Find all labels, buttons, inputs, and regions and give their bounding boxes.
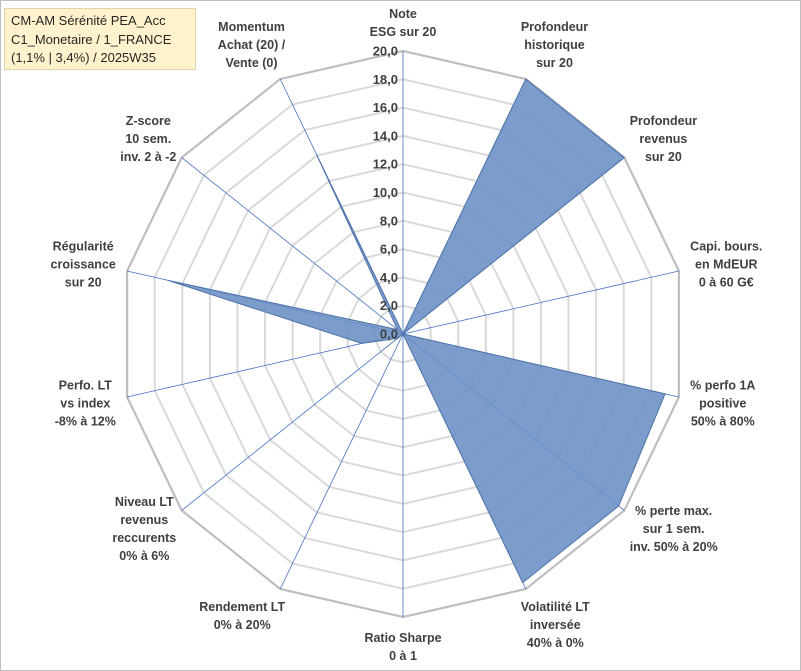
tick-label-4: 8,0 [380,213,398,228]
axis-label-5: % perte max. sur 1 sem. inv. 50% à 20% [630,504,718,554]
axis-label-6-line-0: Volatilité LT [521,600,590,614]
axis-label-4-line-2: 50% à 80% [691,415,755,429]
axis-label-5-line-2: inv. 50% à 20% [630,540,718,554]
radar-series [168,78,666,584]
axis-label-11-line-1: croissance [51,257,116,271]
axis-label-1-line-2: sur 20 [536,56,573,70]
spoke-10 [127,333,404,398]
chart-title-line-1: CM-AM Sérénité PEA_Acc [11,13,166,28]
axis-label-2-line-1: revenus [639,132,687,146]
series-area [168,78,666,584]
axis-label-1-line-1: historique [524,38,584,52]
tick-label-9: 18,0 [373,72,398,87]
spoke-9 [181,333,404,511]
axis-label-10: Perfo. LT vs index -8% à 12% [55,379,116,429]
axis-label-2-line-2: sur 20 [645,150,682,164]
axis-label-13-line-1: Achat (20) / [218,38,286,52]
axis-label-13: Momentum Achat (20) / Vente (0) [218,20,286,70]
tick-label-2: 4,0 [380,270,398,285]
chart-title-line-2: C1_Monetaire / 1_FRANCE [11,31,172,47]
axis-label-11-line-2: sur 20 [65,275,102,289]
chart-title-line-3: (1,1% | 3,4%) / 2025W35 [11,50,157,65]
axis-label-1: Profondeur historique sur 20 [521,20,588,70]
axis-label-1-line-0: Profondeur [521,20,588,34]
tick-label-0: 0,0 [380,327,398,342]
axis-label-12-line-0: Z-score [126,114,171,128]
tick-label-5: 10,0 [373,185,398,200]
axis-label-0-line-1: ESG sur 20 [370,25,437,39]
axis-label-7: Ratio Sharpe 0 à 1 [364,631,441,663]
axis-label-13-line-0: Momentum [218,20,285,34]
axis-label-3-line-0: Capi. bours. [690,239,762,253]
radar-axis-labels: Note ESG sur 20 Profondeur historique sur 20… [51,7,763,663]
axis-label-9-line-3: 0% à 6% [119,549,169,563]
axis-label-6-line-2: 40% à 0% [527,636,584,650]
axis-label-0-line-0: Note [389,7,417,21]
axis-label-9-line-2: reccurents [112,531,176,545]
axis-label-2-line-0: Profondeur [630,114,697,128]
axis-label-0: Note ESG sur 20 [370,7,437,39]
axis-label-13-line-2: Vente (0) [225,56,277,70]
axis-label-8-line-1: 0% à 20% [214,618,271,632]
tick-label-7: 14,0 [373,128,398,143]
axis-label-7-line-0: Ratio Sharpe [364,631,441,645]
tick-label-6: 12,0 [373,157,398,172]
axis-label-6: Volatilité LT inversée 40% à 0% [521,600,590,650]
axis-label-4: % perfo 1A positive 50% à 80% [690,379,755,429]
axis-label-11-line-0: Régularité [53,239,114,253]
axis-label-8: Rendement LT 0% à 20% [199,600,285,632]
axis-label-12-line-1: 10 sem. [125,132,171,146]
axis-label-5-line-1: sur 1 sem. [643,522,705,536]
tick-label-3: 6,0 [380,242,398,257]
axis-label-3: Capi. bours. en MdEUR 0 à 60 G€ [690,239,762,289]
axis-label-10-line-2: -8% à 12% [55,415,116,429]
radar-tick-labels: 0,0 2,0 4,0 6,0 8,0 10,0 12,0 14,0 16,0 18,0 20,0 [373,44,398,342]
axis-label-2: Profondeur revenus sur 20 [630,114,697,164]
tick-label-10: 20,0 [373,44,398,59]
axis-label-4-line-0: % perfo 1A [690,379,755,393]
axis-label-3-line-1: en MdEUR [695,257,758,271]
axis-label-4-line-1: positive [699,397,746,411]
spoke-3 [402,270,679,335]
axis-label-9-line-1: revenus [120,513,168,527]
axis-label-9-line-0: Niveau LT [115,495,174,509]
tick-label-8: 16,0 [373,100,398,115]
axis-label-5-line-0: % perte max. [635,504,712,518]
axis-label-7-line-1: 0 à 1 [389,649,417,663]
axis-label-12-line-2: inv. 2 à -2 [120,150,176,164]
axis-label-9: Niveau LT revenus reccurents 0% à 6% [112,495,176,563]
chart-title-box: CM-AM Sérénité PEA_Acc C1_Monetaire / 1_… [4,8,196,70]
axis-label-3-line-2: 0 à 60 G€ [699,275,754,289]
axis-label-11: Régularité croissance sur 20 [51,239,116,289]
spoke-12 [181,157,404,335]
axis-label-6-line-1: inversée [530,618,581,632]
spoke-8 [279,333,404,590]
axis-label-12: Z-score 10 sem. inv. 2 à -2 [120,114,176,164]
axis-label-8-line-0: Rendement LT [199,600,285,614]
axis-label-10-line-1: vs index [60,397,110,411]
tick-label-1: 2,0 [380,298,398,313]
axis-label-10-line-0: Perfo. LT [59,379,113,393]
